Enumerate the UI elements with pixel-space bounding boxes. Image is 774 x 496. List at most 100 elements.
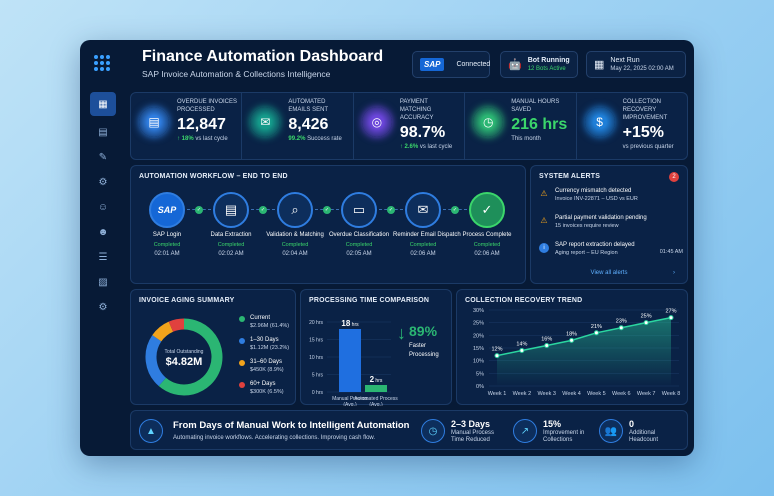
stat-value: 2–3 Days: [451, 419, 491, 429]
kpi-card[interactable]: ◷ Manual Hours Saved 216 hrs This month: [465, 93, 577, 159]
workflow-step[interactable]: ✓ Process Complete Completed 02:06 AM: [457, 192, 517, 257]
bar-category-label: Manual Process: [332, 396, 368, 402]
down-arrow-icon: ↓: [397, 323, 406, 343]
settings-icon[interactable]: ⚙: [98, 301, 108, 313]
legend-name: 60+ Days: [250, 381, 276, 387]
next-run[interactable]: ▦ Next Run May 22, 2025 02:00 AM: [586, 51, 686, 78]
connection-label: Connected: [456, 61, 491, 68]
edit-icon[interactable]: ✎: [98, 151, 108, 163]
alert-item[interactable]: i SAP report extraction delayed Aging repo…: [539, 242, 683, 256]
page-title: Finance Automation Dashboard: [142, 48, 384, 65]
kpi-delta: ↑ 18% vs last cycle: [177, 136, 228, 142]
step-status: Completed: [345, 242, 373, 248]
step-status: Completed: [217, 242, 245, 248]
list-icon[interactable]: ☰: [98, 251, 108, 263]
workflow-step[interactable]: ▤ Data Extraction Completed 02:02 AM: [201, 192, 261, 257]
alerts-title: SYSTEM ALERTS: [539, 173, 601, 180]
data-label: 14%: [516, 342, 527, 348]
bot-status[interactable]: 🤖 Bot Running 12 Bots Active: [500, 51, 578, 78]
warning-icon: ⚠: [540, 216, 548, 225]
legend-name: Current: [250, 315, 271, 321]
target-icon: ◎: [361, 107, 392, 137]
step-name: Overdue Classification: [329, 232, 390, 238]
check-icon: ✓: [451, 206, 459, 214]
data-label: 25%: [641, 314, 652, 320]
workflow-panel: AUTOMATION WORKFLOW – END TO END SAP SAP …: [130, 165, 526, 284]
workflow-step[interactable]: ▭ Overdue Classification Completed 02:05 AM: [329, 192, 389, 257]
bar-1: [365, 385, 387, 392]
kpi-card[interactable]: ◎ Payment Matching Accuracy 98.7% ↑ 2.6% vs…: [354, 93, 466, 159]
check-icon: ✓: [323, 206, 331, 214]
stat-label: Additional Headcount: [629, 430, 659, 443]
growth-chart-icon: ▲: [139, 419, 163, 443]
step-time: 02:06 AM: [474, 251, 500, 257]
y-tick-label: 10%: [473, 359, 484, 365]
kpi-row: ▤ Overdue Invoices Processed 12,847 ↑ 18% v…: [130, 92, 688, 160]
trend-icon: ↗: [513, 419, 537, 443]
legend-name: 31–60 Days: [250, 359, 283, 365]
donut-slice-3: [168, 318, 185, 332]
grid-icon[interactable]: ▦: [90, 92, 116, 116]
step-name: Reminder Email Dispatch: [393, 232, 461, 238]
step-name: SAP Login: [152, 232, 182, 238]
data-point: [494, 353, 500, 359]
legend-dot: [239, 316, 245, 322]
aging-legend-item: 60+ Days $300K (6.5%): [239, 381, 284, 395]
step-status: Completed: [281, 242, 309, 248]
data-point: [643, 320, 649, 326]
workflow-step[interactable]: ✉ Reminder Email Dispatch Completed 02:06 A…: [393, 192, 461, 257]
gear-icon[interactable]: ⚙: [98, 176, 108, 188]
data-label: 18%: [566, 331, 577, 337]
donut-center-label: Total Outstanding: [164, 349, 204, 355]
alert-sub: Invoice INV-22871 – USD vs EUR: [555, 196, 638, 202]
kpi-delta: ↑ 2.6% vs last cycle: [399, 144, 453, 150]
chart-icon[interactable]: ▨: [98, 276, 108, 288]
kpi-card[interactable]: ✉ Automated Emails Sent 8,426 99.2% Success…: [242, 93, 354, 159]
bar-category-label: (Avg.): [369, 402, 383, 406]
kpi-label: Payment Matching Accuracy: [399, 99, 434, 121]
banner-title: From Days of Manual Work to Intelligent …: [173, 420, 410, 431]
chevron-right-icon: ›: [673, 270, 675, 276]
processing-panel: PROCESSING TIME COMPARISON 20 hrs 15 hrs 1…: [300, 289, 452, 406]
kpi-delta: vs previous quarter: [622, 144, 674, 150]
alert-time: 01:45 AM: [659, 249, 683, 255]
kpi-value: 98.7%: [399, 124, 446, 141]
kpi-card[interactable]: ▤ Overdue Invoices Processed 12,847 ↑ 18% v…: [131, 93, 243, 159]
step-status: Completed: [473, 242, 501, 248]
user-search-icon[interactable]: ☺: [97, 201, 109, 213]
y-tick-label: 5%: [476, 371, 484, 377]
recovery-line-chart: 30% 25% 20% 15% 10% 5% 0% 12% Week 1 14% Week 2 16%…: [473, 308, 680, 397]
check-icon: ✓: [259, 206, 267, 214]
workflow-step[interactable]: SAP SAP Login Completed 02:01 AM: [137, 192, 197, 257]
document-icon[interactable]: ▤: [98, 126, 108, 138]
kpi-card[interactable]: $ Collection Recovery Improvement +15% vs p…: [577, 93, 687, 159]
info-icon: i: [539, 243, 549, 253]
connection-status[interactable]: SAP Connected: [412, 51, 490, 78]
step-time: 02:02 AM: [218, 251, 244, 257]
workflow-step[interactable]: ⌕ Validation & Matching Completed 02:04 AM: [265, 192, 325, 257]
series-line: [496, 316, 672, 357]
alerts-count-badge: 2: [669, 172, 679, 182]
alert-item[interactable]: ⚠ Partial payment validation pending 15 in…: [539, 215, 683, 229]
bar-value-label: 18 hrs: [341, 319, 359, 328]
kpi-value: 216 hrs: [511, 116, 568, 133]
step-time: 02:06 AM: [410, 251, 436, 257]
step-name: Data Extraction: [210, 232, 252, 238]
alert-item[interactable]: ⚠ Currency mismatch detected Invoice INV-2…: [539, 188, 683, 202]
bar-value-label: 2 hrs: [370, 375, 383, 384]
view-all-alerts-link[interactable]: View all alerts ›: [590, 270, 675, 276]
stat-value: 0: [629, 419, 635, 429]
dollar-icon: $: [584, 107, 615, 137]
data-label: 27%: [665, 309, 676, 315]
legend-dot: [239, 360, 245, 366]
invoice-icon: ▤: [139, 107, 169, 137]
alert-title: Partial payment validation pending: [555, 215, 647, 221]
data-point: [593, 330, 599, 336]
clock-icon: ◷: [473, 107, 504, 137]
workflow-title: AUTOMATION WORKFLOW – END TO END: [139, 173, 288, 180]
user-gear-icon[interactable]: ☻: [97, 226, 109, 238]
data-point: [618, 325, 624, 331]
app-grid-icon[interactable]: [94, 55, 110, 71]
bot-title: Bot Running: [527, 57, 570, 64]
y-tick-label: 15 hrs: [309, 338, 323, 344]
